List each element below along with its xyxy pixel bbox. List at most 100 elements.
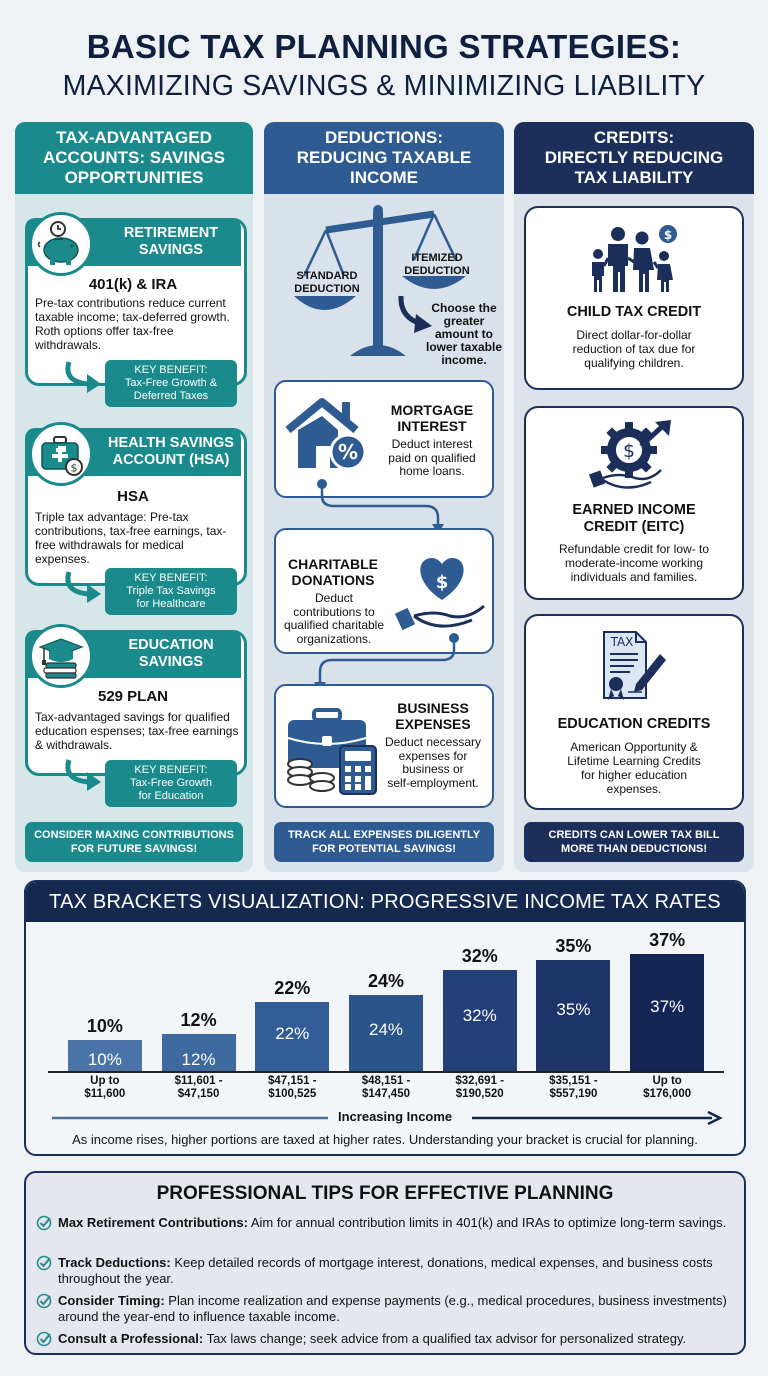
chart-title: TAX BRACKETS VISUALIZATION: PROGRESSIVE … [26,882,744,922]
check-circle-icon [36,1331,52,1347]
medical-kit-dollar-icon: $ [29,422,93,486]
bar-top-label: 12% [180,1010,217,1030]
card-description: Refundable credit for low- to moderate-i… [558,542,710,584]
balance-scale-icon [294,205,466,356]
house-percent-icon: % [285,398,367,471]
column-footer-banner: CONSIDER MAXING CONTRIBUTIONS FOR FUTURE… [25,822,243,862]
professional-tips-panel: PROFESSIONAL TIPS FOR EFFECTIVE PLANNING… [24,1171,746,1355]
card-description: Deduct necessary expenses for business o… [384,735,482,790]
bar-top-label: 22% [274,978,311,998]
tip-title: Consider Timing: [58,1293,165,1308]
deduction-scale: STANDARD DEDUCTION ITEMIZED DEDUCTION Ch… [264,196,504,376]
tip-text: Aim for annual contribution limits in 40… [247,1215,727,1230]
bracket-range-label: $47,151 - $100,525 [267,1075,317,1100]
bracket-bar: 32% [442,970,517,1072]
mortgage-interest-card: % MORTGAGE INTEREST Deduct interest paid… [274,380,494,498]
curved-arrow-icon [65,361,101,393]
bracket-bar: 35% [536,960,611,1072]
bracket-bar: 24% [349,995,423,1072]
card-subtitle: 529 PLAN [97,688,169,705]
page-title: BASIC TAX PLANNING STRATEGIES: MAXIMIZIN… [0,28,768,104]
tip-text: Plan income realization and expense paym… [58,1293,727,1324]
tax-advantaged-accounts-column: TAX-ADVANTAGED ACCOUNTS: SAVINGS OPPORTU… [15,122,253,872]
column-heading: CREDITS: DIRECTLY REDUCING TAX LIABILITY [514,122,754,194]
bracket-range-label: $32,691 - $190,520 [455,1075,504,1100]
title-line-1: BASIC TAX PLANNING STRATEGIES: [86,28,682,65]
column-heading: TAX-ADVANTAGED ACCOUNTS: SAVINGS OPPORTU… [15,122,253,194]
tip-title: Max Retirement Contributions: [58,1215,248,1230]
card-subtitle: HSA [117,488,149,505]
tip-text: Tax laws change; seek advice from a qual… [203,1331,687,1346]
card-description: Deduct contributions to qualified charit… [283,591,385,646]
income-arrow-icon [52,1110,723,1126]
bracket-bar: 10% [67,1040,142,1072]
tip-item: Max Retirement Contributions: Aim for an… [36,1215,736,1231]
business-expenses-card: BUSINESS EXPENSES Deduct necessary expen… [274,684,494,808]
bracket-range-label: Up to $11,600 [84,1075,126,1100]
card-title: CHARITABLE DONATIONS [288,556,378,588]
heart-dollar-hand-icon: $ [394,558,485,631]
brackets-note: As income rises, higher portions are tax… [72,1132,698,1147]
key-benefit-badge: KEY BENEFIT: Tax-Free Growth for Educati… [105,760,237,807]
column-heading: DEDUCTIONS: REDUCING TAXABLE INCOME [264,122,504,194]
family-dollar-icon: $ [526,224,742,294]
bar-inner-label: 24% [368,1020,404,1039]
svg-text:$: $ [71,462,78,475]
bar-inner-label: 12% [181,1050,216,1069]
svg-text:TAX: TAX [610,635,634,649]
earned-income-credit-card: $ EARNED INCOME CREDIT (EITC) Refundable… [524,406,744,600]
charitable-donations-card: CHARITABLE DONATIONS Deduct contribution… [274,528,494,654]
card-title: CHILD TAX CREDIT [566,304,702,320]
bracket-bar: 12% [161,1034,236,1072]
tip-item: Consult a Professional: Tax laws change;… [36,1331,736,1347]
svg-text:$: $ [436,572,449,593]
card-title: EDUCATION CREDITS [557,716,711,732]
tips-heading: PROFESSIONAL TIPS FOR EFFECTIVE PLANNING [156,1183,614,1204]
svg-text:%: % [338,440,358,464]
curved-arrow-icon [65,571,101,603]
bar-top-label: 37% [649,930,686,950]
bar-inner-label: 32% [462,1006,497,1025]
bar-top-label: 32% [461,946,498,966]
card-subtitle: 401(k) & IRA [88,276,178,293]
column-footer-banner: CREDITS CAN LOWER TAX BILL MORE THAN DED… [524,822,744,862]
title-line-2: MAXIMIZING SAVINGS & MINIMIZING LIABILIT… [62,70,706,102]
education-credits-card: TAX EDUCATION CREDITS American Opportuni… [524,614,744,810]
key-benefit-badge: KEY BENEFIT: Tax-Free Growth & Deferred … [105,360,237,407]
card-description: Triple tax advantage: Pre-tax contributi… [35,510,227,566]
increasing-income-axis: Increasing Income [48,1109,724,1127]
bracket-range-label: $11,601 - $47,150 [174,1075,223,1100]
bar-top-label: 24% [367,971,405,991]
bracket-range-label: Up to $176,000 [643,1075,692,1100]
credits-column: CREDITS: DIRECTLY REDUCING TAX LIABILITY… [514,122,754,872]
card-description: Tax-advantaged savings for qualified edu… [35,710,239,752]
bar-inner-label: 35% [556,1000,591,1019]
piggy-bank-clock-icon [29,212,93,276]
chart-baseline [48,1071,724,1073]
check-circle-icon [36,1293,52,1309]
card-description: Deduct interest paid on qualified home l… [388,437,476,478]
tip-item: Consider Timing: Plan income realization… [36,1293,736,1325]
tip-text: Keep detailed records of mortgage intere… [58,1255,713,1286]
svg-text:$: $ [623,440,635,462]
bar-top-label: 35% [555,936,592,956]
bracket-range-label: $35,151 - $557,190 [549,1075,598,1100]
key-benefit-badge: KEY BENEFIT: Triple Tax Savings for Heal… [105,568,237,615]
tax-brackets-chart: TAX BRACKETS VISUALIZATION: PROGRESSIVE … [24,880,746,1156]
bar-inner-label: 37% [650,997,685,1016]
bar-inner-label: 22% [275,1024,310,1043]
gear-dollar-hand-arrow-icon: $ [526,418,742,492]
standard-deduction-label: STANDARD DEDUCTION [294,270,360,295]
tip-title: Consult a Professional: [58,1331,204,1346]
child-tax-credit-card: $ CHILD TAX CREDIT Direct dollar-for-dol… [524,206,744,390]
svg-text:$: $ [664,228,672,242]
curved-arrow-icon [65,759,101,791]
deductions-column: DEDUCTIONS: REDUCING TAXABLE INCOME STAN… [264,122,504,872]
check-circle-icon [36,1215,52,1231]
tax-document-pen-icon: TAX [526,628,742,704]
card-description: American Opportunity & Lifetime Learning… [567,740,701,796]
bracket-bar: 22% [255,1002,330,1072]
card-title: MORTGAGE INTEREST [390,402,474,434]
tip-item: Track Deductions: Keep detailed records … [36,1255,736,1287]
bracket-bar: 37% [630,954,705,1072]
